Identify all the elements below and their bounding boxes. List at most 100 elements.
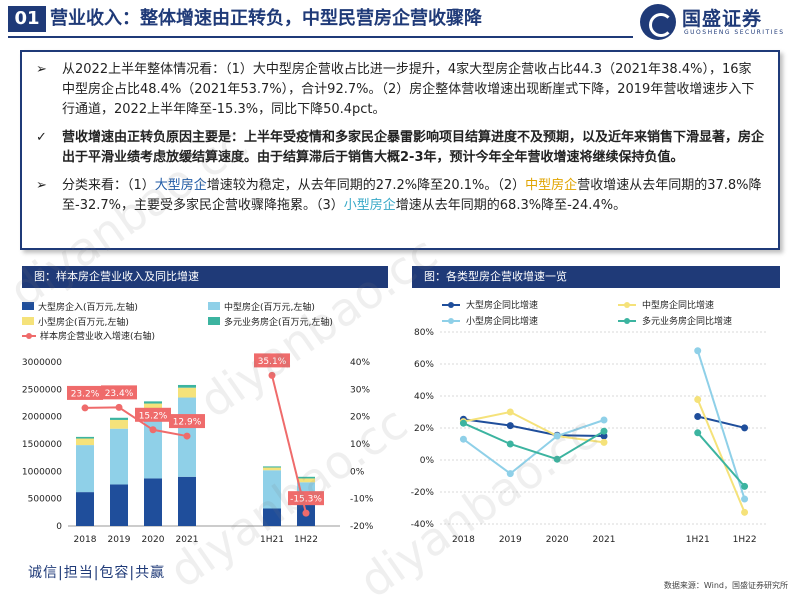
summary-paragraph-2: ✓ 营收增速由正转负原因主要是：上半年受疫情和多家民企暴雷影响项目结算进度不及预… [36,128,764,168]
series-point-1-1H21 [694,396,702,404]
x-tick-label: 2018 [74,535,97,545]
x-tick-label: 2020 [142,535,165,545]
legend-label-growth: 样本房企营业收入增速(右轴) [40,330,155,342]
bar-segment-2020-3 [144,401,162,404]
legend-marker-0 [448,302,454,308]
x-tick-label: 2020 [546,535,569,545]
bar-segment-2021-2 [178,387,196,398]
bar-segment-2018-3 [76,436,94,439]
series-line-halfyear-1 [696,399,746,513]
series-point-0-1H21 [694,412,702,420]
bar-segment-1H21-1 [263,470,281,509]
data-label-box [67,385,103,400]
growth-point-1H22 [302,509,310,517]
y-tick-label: 60% [414,360,434,370]
summary-text-3c: 营收增速从去年同期的37.8%降至-32.7%，主要受多家民企营收骤降拖累。（3… [62,178,762,213]
brand-logo: 国盛证券 GUOSHENG SECURITIES [640,2,795,42]
y-tick-label: 0% [420,456,435,466]
y-right-tick-label: -10% [350,495,374,505]
bar-segment-1H22-3 [297,476,315,479]
y-right-tick-label: 0% [350,467,365,477]
series-point-3-2020 [553,455,561,463]
x-tick-label: 2021 [176,535,199,545]
series-point-3-2018 [459,419,467,427]
series-line-annual-1 [463,410,605,444]
y-left-tick-label: 0 [56,522,62,532]
x-tick-label: 1H21 [260,535,284,545]
summary-text-2: 营收增速由正转负原因主要是：上半年受疫情和多家民企暴雷影响项目结算进度不及预期，… [62,130,765,165]
bar-segment-1H21-3 [263,466,281,468]
bar-segment-1H21-0 [263,508,281,526]
data-label-box [288,491,324,506]
data-label-box [135,407,171,422]
x-tick-label: 2019 [108,535,131,545]
series-point-2-2019 [506,470,514,478]
arrow-bullet-icon: ➢ [36,62,47,77]
x-tick-label: 1H21 [686,535,710,545]
summary-paragraph-1: ➢ 从2022上半年整体情况看：（1）大中型房企营收占比进一步提升，4家大型房企… [36,60,764,120]
y-right-tick-label: 20% [350,413,370,423]
summary-text-3d: 增速从去年同期的68.3%降至-24.4%。 [395,198,627,213]
legend-label-3: 多元业务房企(百万元,左轴) [224,316,333,328]
growth-point-2019 [115,403,123,411]
data-label: 15.2% [139,411,168,421]
legend-swatch-1 [208,302,220,310]
series-line-halfyear-3 [696,432,746,488]
legend-label-2: 小型房企同比增速 [466,315,538,327]
bar-segment-2018-1 [76,445,94,493]
series-line-annual-3 [463,422,605,461]
summary-paragraph-3: ➢ 分类来看：（1）大型房企增速较为稳定，从去年同期的27.2%降至20.1%。… [36,176,764,216]
summary-text-3b: 增速较为稳定，从去年同期的27.2%降至20.1%。（2） [206,178,526,193]
bar-segment-2020-0 [144,478,162,526]
series-point-2-1H21 [694,347,702,355]
series-point-1-2021 [600,438,608,446]
legend-label-2: 小型房企(百万元,左轴) [38,316,129,328]
series-point-3-2021 [600,427,608,435]
x-tick-label: 1H22 [733,535,757,545]
data-label: -15.3% [290,495,322,505]
chart1-title-bar: 图：样本房企营业收入及同比增速 [22,266,388,288]
x-tick-label: 2021 [593,535,616,545]
header-rule [8,36,633,38]
bar-segment-1H21-2 [263,467,281,471]
y-right-tick-label: 30% [350,385,370,395]
highlight-small: 小型房企 [343,198,396,213]
data-label: 12.9% [173,418,202,428]
legend-marker-1 [624,302,630,308]
y-tick-label: 80% [414,328,434,338]
series-point-2-2021 [600,416,608,424]
revenue-bar-chart: 大型房企入(百万元,左轴) 中型房企(百万元,左轴) 小型房企(百万元,左轴) 多元业… [22,301,374,545]
legend-label-1: 中型房企同比增速 [642,299,714,311]
highlight-large: 大型房企 [154,178,207,193]
bar-segment-2021-0 [178,476,196,526]
series-point-0-2019 [506,422,514,430]
y-tick-label: 20% [414,424,434,434]
series-point-3-1H21 [694,429,702,437]
section-number: 01 [8,6,46,32]
y-right-tick-label: 10% [350,440,370,450]
y-tick-label: 40% [414,392,434,402]
data-label: 35.1% [258,357,287,367]
chart2-title-bar: 图：各类型房企营收增速一览 [412,266,780,288]
y-left-tick-label: 3000000 [22,358,62,368]
footer-slogan: 诚信|担当|包容|共赢 [28,565,166,581]
bar-segment-2019-3 [110,417,128,420]
bar-segment-2021-3 [178,384,196,388]
series-line-halfyear-2 [696,350,746,500]
growth-point-2021 [183,432,191,440]
y-left-tick-label: 1000000 [22,467,62,477]
series-point-2-2020 [553,432,561,440]
legend-label-3: 多元业务房企同比增速 [642,315,732,327]
y-right-tick-label: 40% [350,358,370,368]
series-point-2-1H22 [741,495,749,503]
data-label: 23.4% [105,389,134,399]
bar-segment-2018-2 [76,438,94,446]
x-tick-label: 2019 [499,535,522,545]
header-bar: 01 营业收入：整体增速由正转负，中型民营房企营收骤降 国盛证券 GUOSHEN… [0,0,800,40]
bar-segment-2019-2 [110,419,128,429]
series-point-0-2021 [600,432,608,440]
bar-segment-2019-1 [110,428,128,485]
x-tick-label: 1H22 [294,535,318,545]
data-label-box [101,385,137,400]
